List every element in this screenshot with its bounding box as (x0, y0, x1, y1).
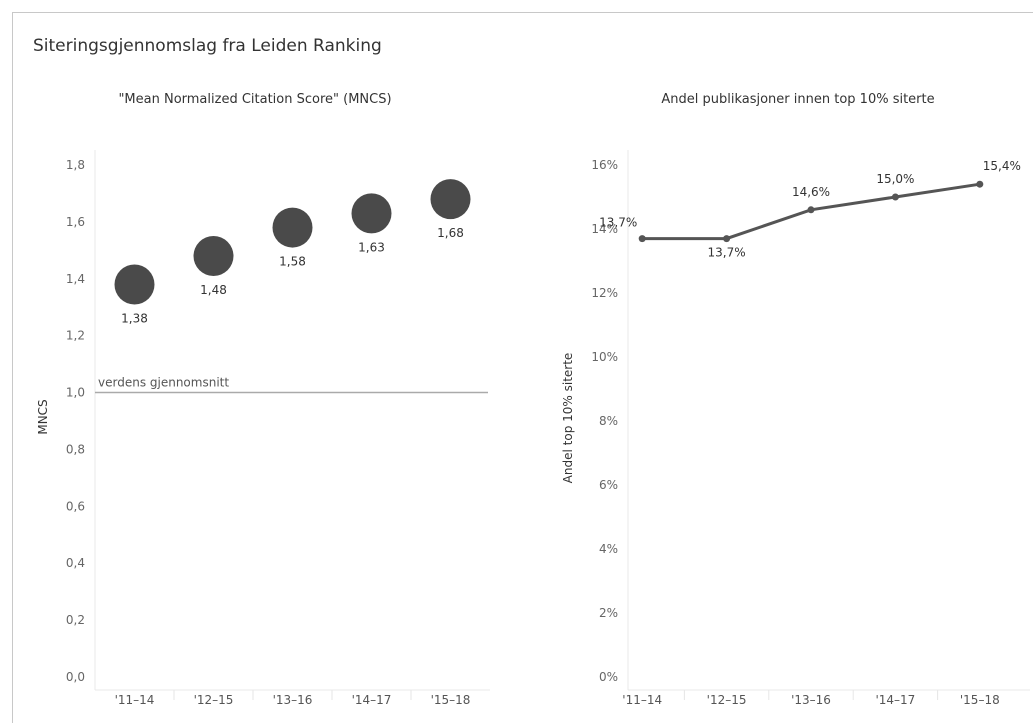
mncs-x-tick-label: '14–17 (352, 693, 392, 707)
mncs-y-axis-label: MNCS (36, 399, 50, 434)
mncs-y-tick-label: 1,4 (66, 272, 85, 286)
mncs-data-label: 1,58 (279, 255, 306, 269)
mncs-data-point[interactable] (272, 207, 313, 248)
mncs-x-tick-label: '11–14 (115, 693, 155, 707)
mncs-y-tick-label: 0,0 (66, 670, 85, 684)
mncs-chart-title: "Mean Normalized Citation Score" (MNCS) (118, 92, 391, 107)
mncs-data-label: 1,48 (200, 283, 227, 297)
mncs-data-label: 1,63 (358, 240, 385, 254)
mncs-data-point[interactable] (193, 236, 234, 277)
mncs-y-tick-label: 0,4 (66, 556, 85, 570)
mncs-y-tick-label: 1,8 (66, 158, 85, 172)
mncs-data-point[interactable] (430, 179, 471, 220)
dashboard-frame (12, 12, 1033, 723)
mncs-x-tick-label: '15–18 (431, 693, 471, 707)
mncs-data-label: 1,68 (437, 226, 464, 240)
mncs-data-point[interactable] (114, 264, 155, 305)
mncs-y-tick-label: 0,6 (66, 499, 85, 513)
mncs-data-label: 1,38 (121, 311, 148, 325)
mncs-x-tick-label: '13–16 (273, 693, 313, 707)
mncs-data-point[interactable] (351, 193, 392, 234)
world-average-label: verdens gjennomsnitt (98, 376, 229, 390)
mncs-x-tick-label: '12–15 (194, 693, 234, 707)
mncs-y-tick-label: 0,8 (66, 442, 85, 456)
mncs-y-tick-label: 1,6 (66, 215, 85, 229)
mncs-y-tick-label: 1,0 (66, 386, 85, 400)
mncs-y-tick-label: 1,2 (66, 329, 85, 343)
page-title: Siteringsgjennomslag fra Leiden Ranking (33, 36, 382, 56)
mncs-y-tick-label: 0,2 (66, 613, 85, 627)
